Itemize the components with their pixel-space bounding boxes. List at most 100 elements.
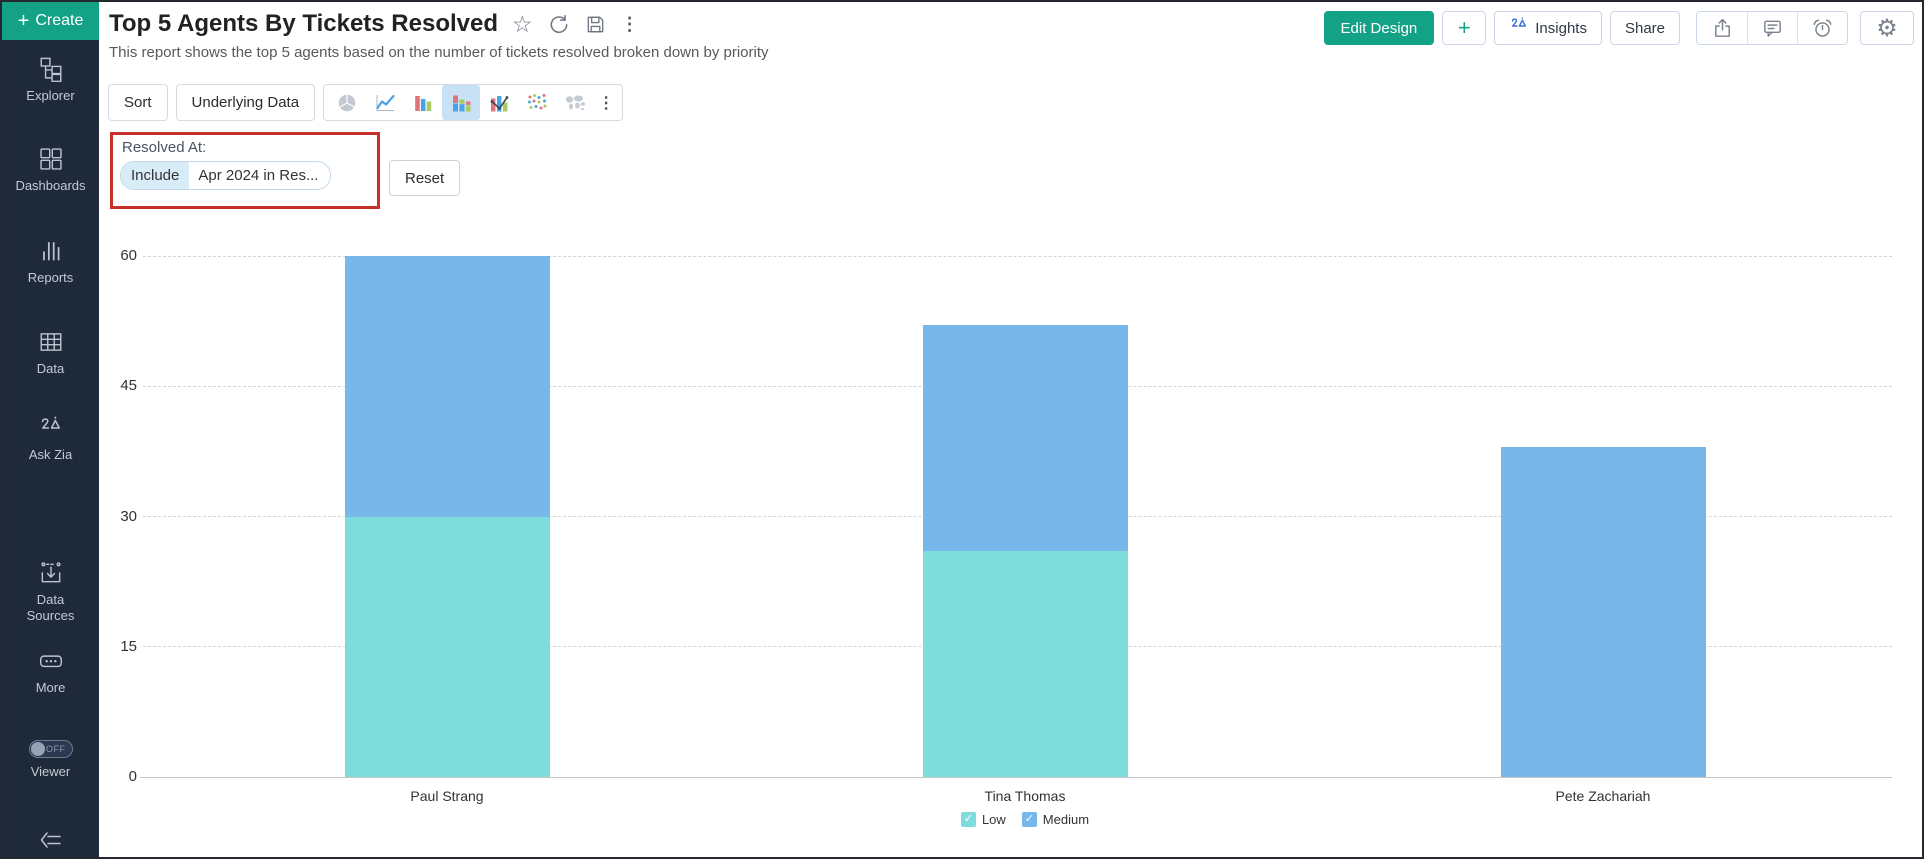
create-label: Create: [35, 11, 84, 29]
world-map-icon: [565, 95, 586, 110]
chart-type-bar-button[interactable]: [404, 85, 442, 120]
y-axis-label: 30: [120, 507, 137, 525]
chart-type-map-button[interactable]: [556, 85, 594, 120]
insights-label: Insights: [1535, 19, 1587, 37]
collapse-arrow-icon: [40, 832, 61, 848]
share-button[interactable]: Share: [1609, 11, 1680, 45]
report-description: This report shows the top 5 agents based…: [109, 44, 769, 61]
export-icon: [1714, 18, 1730, 37]
sidebar-item-data-sources[interactable]: Data Sources: [2, 560, 99, 625]
header-actions: Edit Design + Insights Share: [1323, 11, 1914, 45]
scatter-chart-icon: [528, 93, 547, 109]
zia-insights-icon: [1509, 16, 1529, 40]
line-chart-icon: [376, 94, 395, 111]
zia-icon: [38, 415, 64, 441]
legend-checkbox-checked-icon[interactable]: ✓: [960, 812, 976, 827]
filter-field-label: Resolved At:: [122, 139, 207, 156]
chart-type-pie-button[interactable]: [328, 85, 366, 120]
y-axis-label: 45: [120, 377, 137, 395]
legend-item-medium[interactable]: ✓ Medium: [1021, 812, 1090, 827]
sidebar-item-explorer[interactable]: Explorer: [2, 56, 99, 104]
bar-segment-low[interactable]: [922, 551, 1128, 777]
toggle-knob: [30, 741, 45, 756]
comment-icon: [1764, 20, 1781, 37]
y-axis-label: 0: [128, 768, 137, 785]
sidebar-item-label: Data: [36, 360, 65, 376]
report-tools-group: [1696, 11, 1848, 45]
explorer-tree-icon: [38, 56, 64, 82]
x-axis-label: Paul Strang: [410, 788, 484, 804]
legend-item-low[interactable]: ✓ Low: [960, 812, 1006, 827]
sidebar-item-label: More: [35, 679, 66, 695]
chart-type-switcher: ⋮: [323, 84, 624, 121]
toggle-state-label: OFF: [46, 743, 66, 754]
alarm-clock-icon: [1813, 19, 1832, 37]
schedule-alerts-button[interactable]: [1797, 12, 1847, 44]
create-button[interactable]: + Create: [2, 2, 99, 40]
comments-button[interactable]: [1747, 12, 1797, 44]
underlying-data-button[interactable]: Underlying Data: [175, 84, 316, 121]
save-icon[interactable]: [584, 13, 607, 36]
bar-segment-medium[interactable]: [1500, 447, 1706, 777]
sidebar-item-label: Dashboards: [15, 178, 86, 193]
bar-line-combo-icon: [490, 95, 509, 111]
x-axis-line: [140, 777, 1892, 778]
reports-bars-icon: [38, 238, 64, 264]
bar-segment-medium[interactable]: [344, 256, 550, 517]
dashboards-grid-icon: [38, 146, 64, 172]
filter-chip[interactable]: Include Apr 2024 in Res...: [120, 161, 332, 190]
viewer-toggle-block: OFF Viewer: [2, 739, 99, 780]
bar-chart-icon: [415, 95, 432, 111]
legend-label: Low: [981, 812, 1006, 827]
sidebar-item-more[interactable]: More: [2, 648, 99, 696]
data-sources-icon: [38, 560, 64, 586]
legend-checkbox-checked-icon[interactable]: ✓: [1021, 812, 1037, 827]
chart-type-scatter-button[interactable]: [518, 85, 556, 120]
legend-label: Medium: [1042, 812, 1090, 827]
report-toolbar: Sort Underlying Data: [108, 84, 624, 121]
insights-button[interactable]: Insights: [1494, 11, 1602, 45]
export-button[interactable]: [1697, 12, 1747, 44]
gear-icon: ⚙: [1876, 14, 1898, 42]
sidebar-item-dashboards[interactable]: Dashboards: [2, 146, 99, 194]
sidebar-item-label: Ask Zia: [28, 446, 73, 462]
sidebar-item-label: Reports: [27, 270, 74, 286]
y-axis-label: 60: [120, 247, 137, 264]
sidebar-item-label: Explorer: [26, 87, 75, 103]
sidebar: + Create Explorer: [2, 2, 99, 857]
sort-button[interactable]: Sort: [108, 84, 168, 121]
sidebar-item-label: Data Sources: [26, 592, 75, 624]
sidebar-item-reports[interactable]: Reports: [2, 238, 99, 286]
edit-design-button[interactable]: Edit Design: [1323, 11, 1435, 45]
pie-chart-icon: [338, 94, 356, 111]
chart-type-stacked-bar-button[interactable]: [442, 85, 481, 120]
viewer-label: Viewer: [30, 763, 71, 779]
plus-icon: +: [17, 9, 30, 32]
chart-legend: ✓ Low ✓ Medium: [158, 812, 1892, 827]
sidebar-item-ask-zia[interactable]: Ask Zia: [2, 415, 99, 463]
x-axis-label: Tina Thomas: [984, 788, 1066, 804]
chart-type-line-button[interactable]: [366, 85, 404, 120]
bar-segment-medium[interactable]: [922, 325, 1128, 552]
main-content: Top 5 Agents By Tickets Resolved ☆ ⋮ Thi…: [99, 2, 1922, 857]
collapse-sidebar-button[interactable]: [39, 828, 63, 857]
chart-type-combo-button[interactable]: [480, 85, 518, 120]
viewer-toggle[interactable]: OFF: [28, 739, 73, 758]
add-button[interactable]: +: [1442, 11, 1487, 45]
x-axis-label: Pete Zachariah: [1555, 788, 1651, 804]
report-options-kebab-icon[interactable]: ⋮: [620, 13, 639, 34]
settings-button[interactable]: ⚙: [1860, 11, 1914, 45]
bar-segment-low[interactable]: [344, 516, 550, 777]
stacked-bar-chart: 0 15 30 45 60 Paul Strang Tina Thomas Pete Zach…: [99, 197, 1922, 857]
filter-value: Apr 2024 in Res...: [198, 167, 319, 184]
refresh-icon[interactable]: [547, 13, 570, 36]
stacked-bar-chart-icon: [453, 95, 471, 111]
more-chart-types-kebab[interactable]: ⋮: [598, 94, 615, 112]
y-axis-label: 15: [120, 637, 137, 655]
sidebar-item-data[interactable]: Data: [2, 329, 99, 377]
data-table-icon: [38, 329, 64, 355]
reset-filter-button[interactable]: Reset: [389, 160, 461, 196]
favorite-star-icon[interactable]: ☆: [512, 10, 533, 37]
filter-operator: Include: [121, 162, 190, 189]
